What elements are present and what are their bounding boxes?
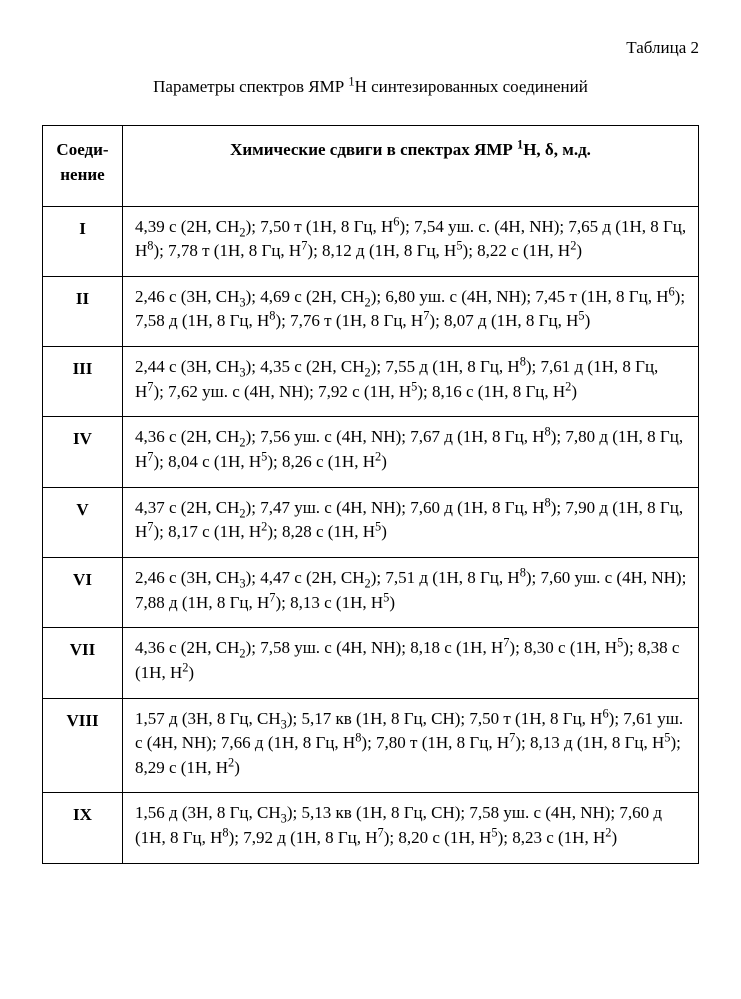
compound-cell: VIII	[43, 698, 123, 793]
shifts-cell: 2,46 с (3Н, CH3); 4,69 с (2Н, CH2); 6,80…	[123, 276, 699, 346]
nmr-table: Соеди-нение Химические сдвиги в спектрах…	[42, 125, 699, 863]
compound-cell: IX	[43, 793, 123, 863]
shifts-cell: 1,57 д (3Н, 8 Гц, CH3); 5,17 кв (1Н, 8 Г…	[123, 698, 699, 793]
compound-cell: V	[43, 487, 123, 557]
table-row: V4,37 с (2Н, CH2); 7,47 уш. с (4Н, NH); …	[43, 487, 699, 557]
table-row: VII4,36 с (2Н, CH2); 7,58 уш. с (4Н, NH)…	[43, 628, 699, 698]
shifts-cell: 2,46 с (3Н, CH3); 4,47 с (2Н, CH2); 7,51…	[123, 557, 699, 627]
shifts-cell: 4,36 с (2Н, CH2); 7,58 уш. с (4Н, NH); 8…	[123, 628, 699, 698]
compound-cell: III	[43, 347, 123, 417]
table-header-row: Соеди-нение Химические сдвиги в спектрах…	[43, 126, 699, 206]
compound-cell: VI	[43, 557, 123, 627]
shifts-cell: 1,56 д (3Н, 8 Гц, CH3); 5,13 кв (1Н, 8 Г…	[123, 793, 699, 863]
table-row: I4,39 с (2Н, CH2); 7,50 т (1Н, 8 Гц, H6)…	[43, 206, 699, 276]
header-compound: Соеди-нение	[43, 126, 123, 206]
table-row: VI2,46 с (3Н, CH3); 4,47 с (2Н, CH2); 7,…	[43, 557, 699, 627]
header-shifts: Химические сдвиги в спектрах ЯМР 1Н, δ, …	[123, 126, 699, 206]
shifts-cell: 2,44 с (3Н, CH3); 4,35 с (2Н, CH2); 7,55…	[123, 347, 699, 417]
compound-cell: IV	[43, 417, 123, 487]
compound-cell: I	[43, 206, 123, 276]
table-label: Таблица 2	[42, 36, 699, 61]
table-body: I4,39 с (2Н, CH2); 7,50 т (1Н, 8 Гц, H6)…	[43, 206, 699, 863]
table-row: IV4,36 с (2Н, CH2); 7,56 уш. с (4Н, NH);…	[43, 417, 699, 487]
compound-cell: VII	[43, 628, 123, 698]
shifts-cell: 4,36 с (2Н, CH2); 7,56 уш. с (4Н, NH); 7…	[123, 417, 699, 487]
table-row: II2,46 с (3Н, CH3); 4,69 с (2Н, CH2); 6,…	[43, 276, 699, 346]
shifts-cell: 4,39 с (2Н, CH2); 7,50 т (1Н, 8 Гц, H6);…	[123, 206, 699, 276]
compound-cell: II	[43, 276, 123, 346]
table-row: III2,44 с (3Н, CH3); 4,35 с (2Н, CH2); 7…	[43, 347, 699, 417]
table-caption: Параметры спектров ЯМР 1Н синтезированны…	[42, 75, 699, 100]
shifts-cell: 4,37 с (2Н, CH2); 7,47 уш. с (4Н, NH); 7…	[123, 487, 699, 557]
table-row: IX1,56 д (3Н, 8 Гц, CH3); 5,13 кв (1Н, 8…	[43, 793, 699, 863]
table-row: VIII1,57 д (3Н, 8 Гц, CH3); 5,17 кв (1Н,…	[43, 698, 699, 793]
